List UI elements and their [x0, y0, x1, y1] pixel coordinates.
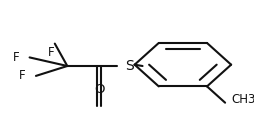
- Text: O: O: [94, 83, 104, 96]
- Text: F: F: [19, 69, 25, 82]
- Text: F: F: [47, 46, 54, 58]
- Text: S: S: [125, 59, 134, 73]
- Text: F: F: [12, 51, 19, 64]
- Text: CH3: CH3: [231, 93, 254, 106]
